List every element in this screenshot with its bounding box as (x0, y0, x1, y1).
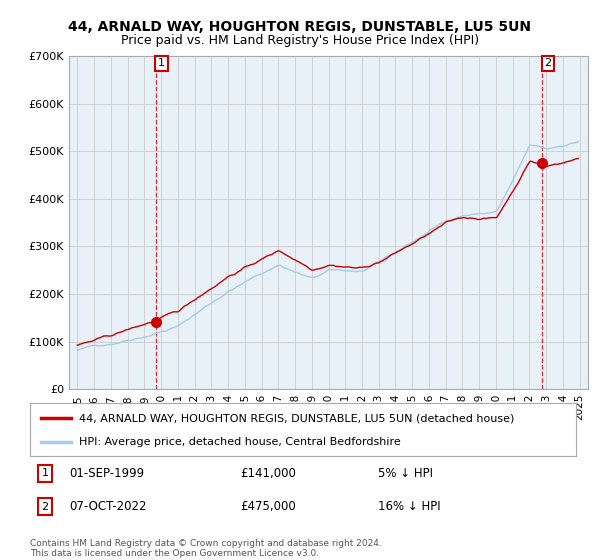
Text: 2: 2 (544, 58, 551, 68)
Text: 1: 1 (158, 58, 165, 68)
Text: 44, ARNALD WAY, HOUGHTON REGIS, DUNSTABLE, LU5 5UN (detached house): 44, ARNALD WAY, HOUGHTON REGIS, DUNSTABL… (79, 413, 515, 423)
Text: Price paid vs. HM Land Registry's House Price Index (HPI): Price paid vs. HM Land Registry's House … (121, 34, 479, 46)
Text: 1: 1 (41, 468, 49, 478)
Text: 16% ↓ HPI: 16% ↓ HPI (378, 500, 440, 514)
Text: £475,000: £475,000 (240, 500, 296, 514)
Text: 2: 2 (41, 502, 49, 512)
Text: 07-OCT-2022: 07-OCT-2022 (69, 500, 146, 514)
Text: 01-SEP-1999: 01-SEP-1999 (69, 466, 144, 480)
Text: HPI: Average price, detached house, Central Bedfordshire: HPI: Average price, detached house, Cent… (79, 436, 401, 446)
Text: 44, ARNALD WAY, HOUGHTON REGIS, DUNSTABLE, LU5 5UN: 44, ARNALD WAY, HOUGHTON REGIS, DUNSTABL… (68, 20, 532, 34)
Text: Contains HM Land Registry data © Crown copyright and database right 2024.
This d: Contains HM Land Registry data © Crown c… (30, 539, 382, 558)
Text: £141,000: £141,000 (240, 466, 296, 480)
Text: 5% ↓ HPI: 5% ↓ HPI (378, 466, 433, 480)
